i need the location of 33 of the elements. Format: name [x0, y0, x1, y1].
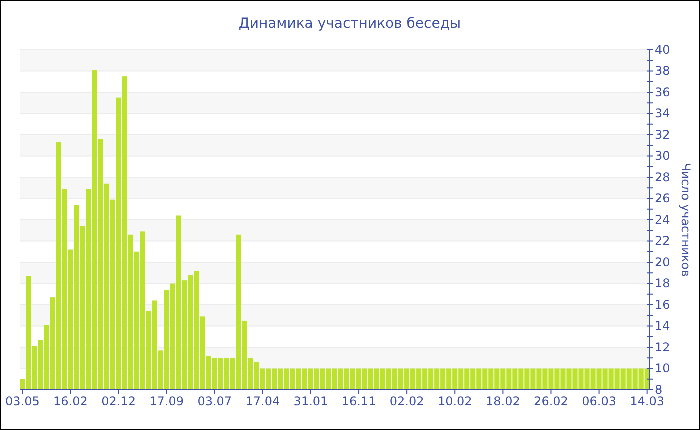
y-tick-label: 30	[655, 149, 670, 164]
y-tick-label: 36	[655, 85, 670, 100]
y-tick-label: 38	[655, 64, 670, 78]
x-tick-label: 14.03	[630, 394, 665, 409]
x-tick-label: 31.01	[294, 394, 328, 409]
x-tick-label: 17.04	[246, 394, 280, 409]
x-tick-label: 18.02	[486, 394, 520, 409]
x-tick-label: 16.02	[54, 394, 88, 409]
y-tick-label: 18	[655, 276, 670, 291]
x-tick-label: 02.12	[102, 394, 136, 409]
chart-title: Динамика участников беседы	[238, 16, 462, 32]
y-tick-label: 40	[655, 42, 670, 57]
y-tick-label: 20	[655, 255, 670, 270]
x-tick-label: 26.02	[534, 394, 568, 409]
y-tick-label: 34	[655, 106, 670, 121]
x-tick-label: 03.05	[5, 394, 40, 409]
x-tick-label: 16.11	[342, 394, 376, 409]
x-tick-label: 17.09	[150, 394, 184, 409]
y-tick-label: 10	[655, 362, 670, 376]
x-tick-label: 10.02	[438, 394, 472, 409]
y-tick-label: 28	[655, 170, 670, 184]
y-tick-label: 26	[655, 192, 670, 206]
y-tick-label: 16	[655, 298, 670, 312]
y-tick-label: 24	[655, 212, 670, 227]
x-tick-label: 02.02	[390, 394, 424, 409]
y-tick-label: 14	[655, 319, 670, 334]
y-tick-label: 32	[655, 128, 670, 142]
x-tick-label: 06.03	[582, 394, 616, 409]
x-tick-label: 03.07	[198, 394, 232, 409]
y-axis-title: Число участников	[679, 163, 693, 277]
y-tick-label: 12	[655, 340, 670, 354]
y-tick-label: 8	[655, 382, 663, 397]
y-tick-label: 22	[655, 234, 670, 248]
